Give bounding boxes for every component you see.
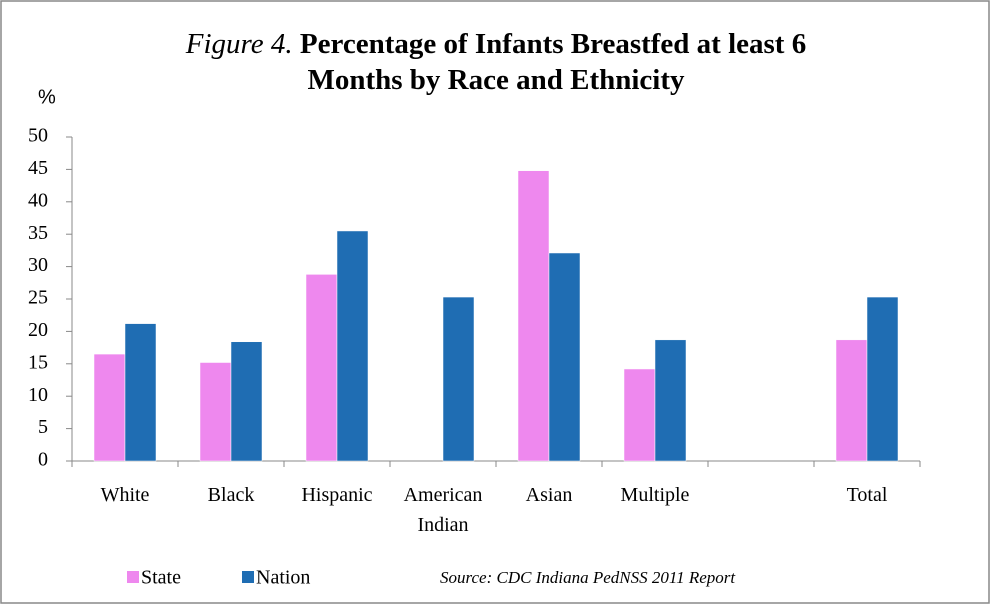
x-tick-label: Multiple <box>620 484 690 506</box>
bar <box>835 339 868 462</box>
y-tick-label: 50 <box>28 125 48 147</box>
bar <box>623 368 656 462</box>
bar <box>548 252 581 462</box>
legend-swatch <box>242 571 254 583</box>
title-text: Percentage of Infants Breastfed at least… <box>299 28 807 96</box>
x-tick-label: White <box>100 484 150 506</box>
x-tick-label: Total <box>846 484 888 506</box>
bar <box>866 296 899 462</box>
bar <box>442 296 475 462</box>
legend-swatch <box>127 571 139 583</box>
bar <box>305 274 338 462</box>
bar <box>654 339 687 462</box>
legend-label: Nation <box>256 567 310 589</box>
y-tick-label: 0 <box>38 449 48 471</box>
bar <box>517 170 550 462</box>
y-tick-label: 10 <box>28 384 48 406</box>
legend-label: State <box>141 567 181 589</box>
x-tick-label: American Indian <box>403 484 483 536</box>
y-tick-label: 35 <box>28 222 48 244</box>
chart-title: Figure 4. Percentage of Infants Breastfe… <box>156 26 836 98</box>
y-tick-label: 15 <box>28 351 48 373</box>
y-axis-label: % <box>38 86 56 108</box>
source: Source: CDC Indiana PedNSS 2011 Report <box>440 568 736 587</box>
y-tick-label: 40 <box>28 189 48 211</box>
y-tick-label: 30 <box>28 254 48 276</box>
x-tick-label: Asian <box>525 484 573 506</box>
y-tick-label: 45 <box>28 157 48 179</box>
y-tick-label: 25 <box>28 287 48 309</box>
title-label: Figure 4. <box>185 28 293 60</box>
bar <box>230 341 263 462</box>
bar <box>199 362 232 462</box>
y-tick-label: 5 <box>38 416 48 438</box>
bar <box>124 323 157 462</box>
x-tick-label: Hispanic <box>301 484 373 506</box>
bar <box>336 230 369 462</box>
x-tick-label: Black <box>207 484 255 506</box>
y-tick-label: 20 <box>28 319 48 341</box>
bar <box>93 353 126 462</box>
